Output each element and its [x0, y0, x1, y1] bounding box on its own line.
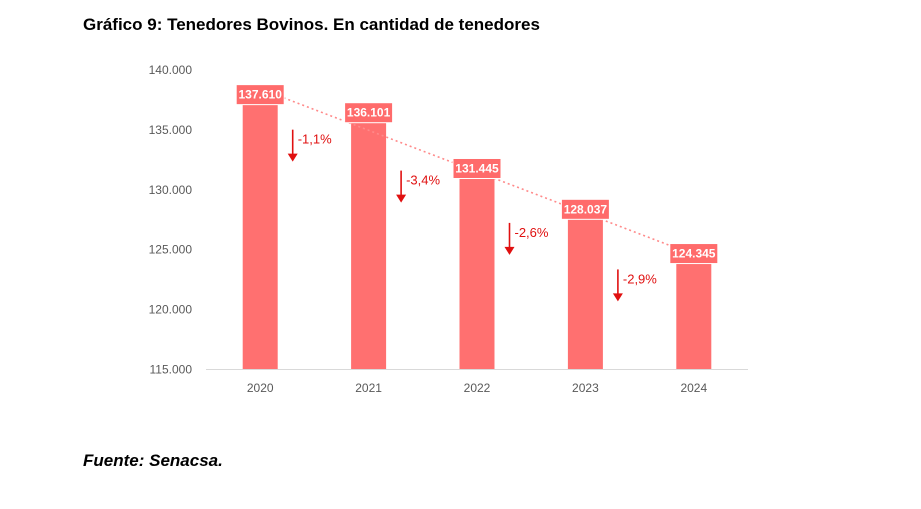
down-arrow-icon [504, 246, 515, 255]
y-tick-label: 130.000 [149, 183, 193, 197]
y-tick-label: 140.000 [149, 63, 193, 77]
bar [459, 172, 495, 370]
y-tick-label: 120.000 [149, 303, 193, 317]
x-tick-label: 2023 [572, 381, 599, 395]
change-label: -1,1% [298, 132, 332, 147]
data-label-box [235, 84, 285, 106]
y-axis: 115.000 120.000 125.000 130.000 135.000 140.0… [149, 63, 193, 377]
data-label-box [560, 198, 610, 220]
bar [351, 116, 387, 370]
x-tick-label: 2024 [680, 381, 707, 395]
data-label: 128.037 [564, 202, 608, 216]
data-label-box [452, 157, 502, 179]
data-labels: 137.610 136.101 131.445 128.037 124.345 [235, 84, 719, 265]
data-label: 124.345 [672, 247, 716, 261]
data-label-box [669, 243, 719, 265]
change-label: -2,6% [515, 225, 549, 240]
chart-title: Gráfico 9: Tenedores Bovinos. En cantida… [83, 15, 540, 34]
down-arrow-icon [612, 293, 623, 302]
bars [242, 98, 712, 370]
y-tick-label: 135.000 [149, 123, 193, 137]
data-label-box [344, 102, 394, 124]
change-label: -2,9% [623, 271, 657, 286]
change-label: -3,4% [406, 173, 440, 188]
x-tick-label: 2021 [355, 381, 382, 395]
change-annotations: -1,1% -3,4% -2,6% -2,9% [287, 129, 657, 302]
data-label: 131.445 [455, 161, 499, 175]
x-axis: 2020 2021 2022 2023 2024 [206, 369, 748, 395]
data-label: 136.101 [347, 106, 391, 120]
data-label: 137.610 [239, 88, 283, 102]
down-arrow-icon [287, 153, 298, 162]
y-tick-label: 115.000 [150, 363, 193, 377]
x-tick-label: 2020 [247, 381, 274, 395]
bar [242, 98, 278, 370]
source-note: Fuente: Senacsa. [83, 451, 223, 470]
x-tick-label: 2022 [464, 381, 491, 395]
y-tick-label: 125.000 [149, 243, 193, 257]
down-arrow-icon [396, 194, 407, 203]
trendline [259, 88, 695, 256]
trendline-line [259, 88, 695, 256]
bar [676, 257, 712, 370]
bar [567, 213, 603, 370]
